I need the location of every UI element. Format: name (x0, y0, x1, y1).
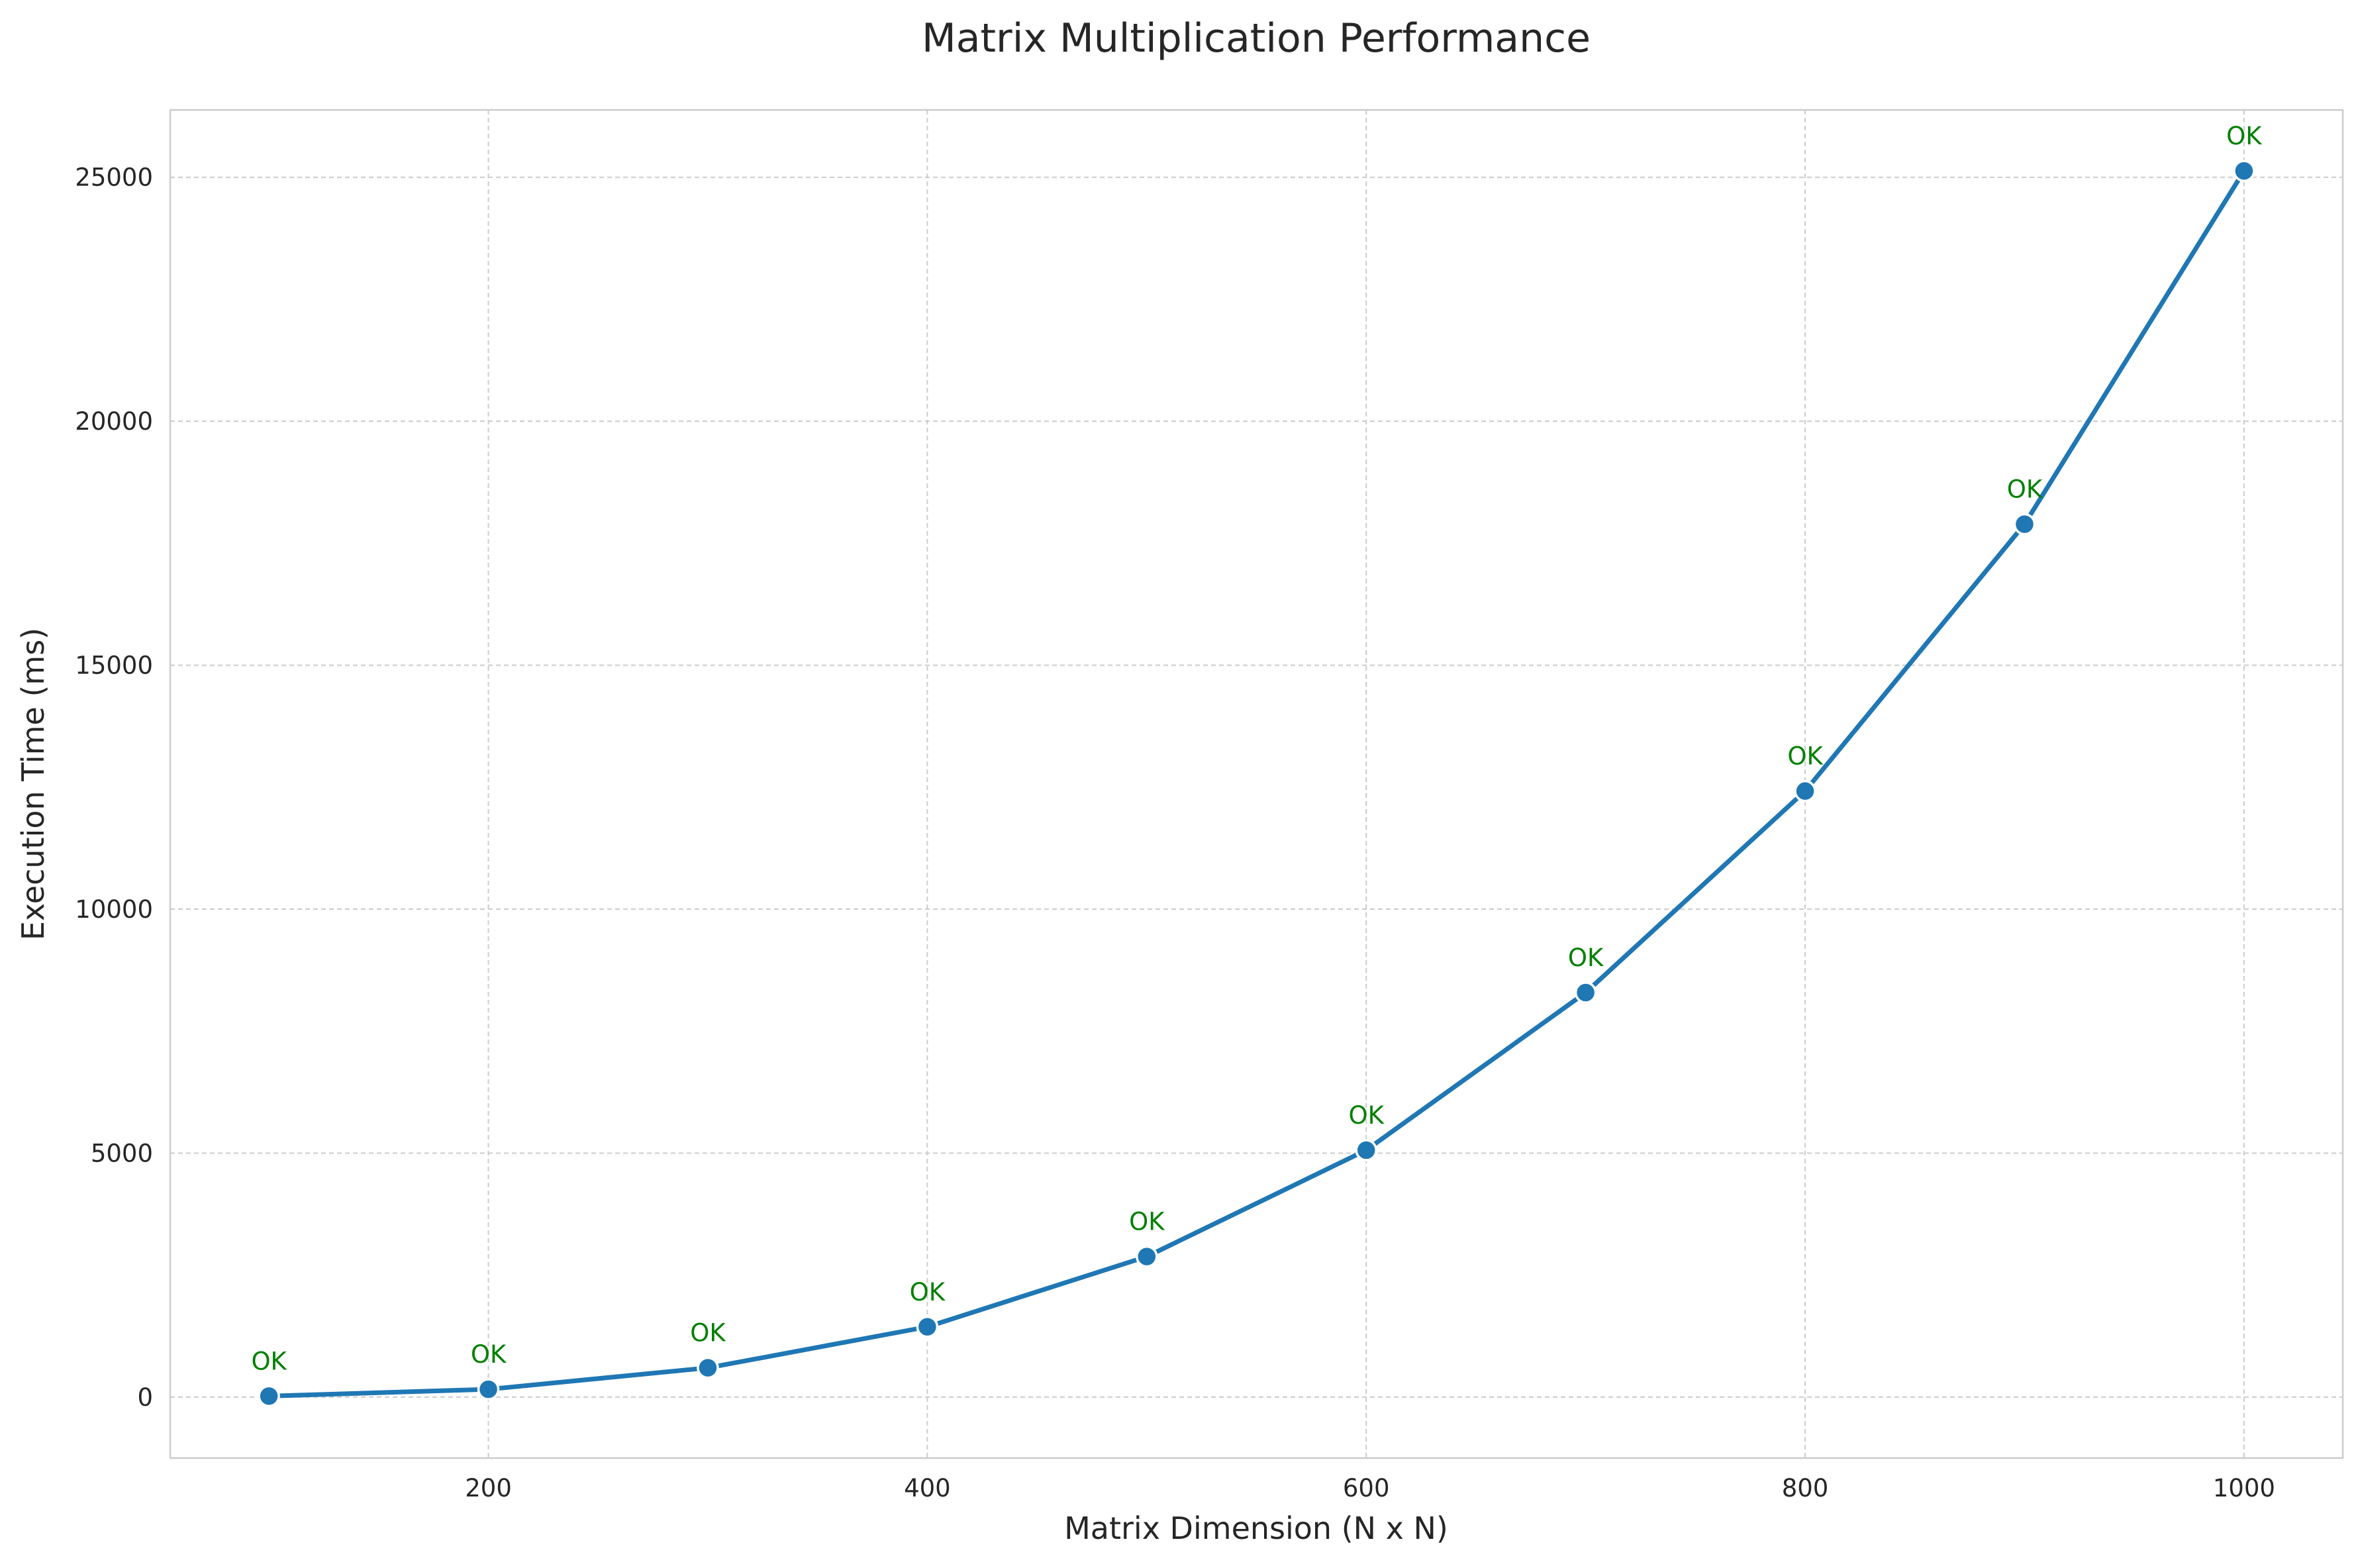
data-point (1574, 981, 1597, 1004)
data-point (916, 1316, 939, 1338)
point-label: OK (690, 1319, 726, 1348)
point-label: OK (1349, 1101, 1385, 1130)
chart-title: Matrix Multiplication Performance (922, 15, 1591, 62)
point-label: OK (2007, 475, 2043, 504)
data-point (2233, 160, 2255, 182)
y-tick-label: 0 (137, 1383, 153, 1412)
grid (170, 110, 2343, 1458)
y-tick-label: 25000 (75, 164, 153, 192)
x-tick-label: 400 (904, 1474, 951, 1502)
y-tick-label: 10000 (75, 895, 153, 924)
point-label: OK (471, 1340, 507, 1369)
data-point (1794, 779, 1816, 803)
y-axis-label: Execution Time (ms) (15, 628, 51, 940)
data-point (1355, 1139, 1377, 1161)
data-point (1136, 1245, 1158, 1268)
x-tick-label: 1000 (2213, 1474, 2275, 1502)
x-axis-label: Matrix Dimension (N x N) (1064, 1510, 1448, 1546)
point-label: OK (2226, 122, 2263, 150)
y-tick-label: 20000 (75, 407, 153, 436)
plot-area-frame (169, 109, 2344, 1459)
y-tick-label: 5000 (91, 1139, 153, 1167)
data-point (2013, 513, 2036, 536)
x-tick-label: 600 (1343, 1474, 1390, 1502)
point-label: OK (910, 1278, 946, 1306)
x-tick-label: 800 (1782, 1474, 1829, 1502)
x-tick-label: 200 (465, 1474, 512, 1502)
data-point (258, 1385, 280, 1408)
point-label: OK (251, 1347, 287, 1375)
point-label: OK (1787, 742, 1824, 771)
point-label: OK (1568, 944, 1604, 972)
y-tick-label: 15000 (75, 652, 153, 680)
series: OK OK OK OK OK OK OK OK OK OK (251, 122, 2263, 1408)
data-point (477, 1378, 500, 1400)
ticks: 200 400 600 800 1000050001000015000200002500… (75, 164, 2275, 1502)
point-label: OK (1129, 1208, 1165, 1236)
data-point (697, 1356, 719, 1379)
series-line (266, 168, 2247, 1398)
